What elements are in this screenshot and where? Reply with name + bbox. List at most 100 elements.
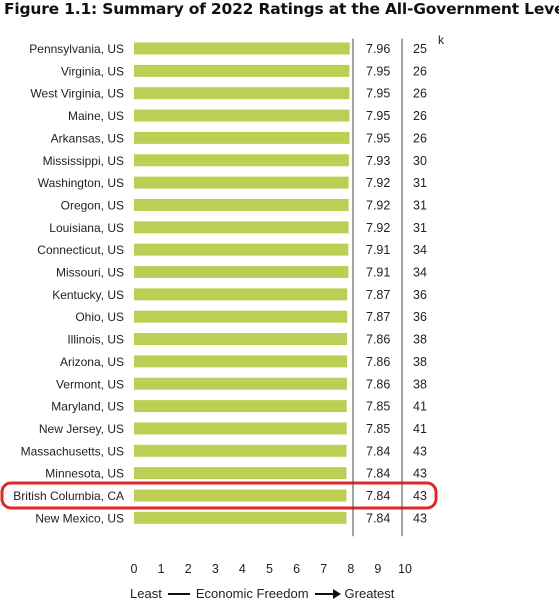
category-label: Arkansas, US	[51, 131, 124, 145]
bar	[134, 198, 349, 211]
rank-label: 26	[413, 109, 427, 123]
value-label: 7.86	[366, 355, 390, 369]
category-label: Connecticut, US	[37, 243, 124, 257]
x-tick-label: 9	[374, 562, 381, 576]
bar	[134, 444, 347, 457]
value-label: 7.95	[366, 109, 390, 123]
value-label: 7.84	[366, 511, 390, 525]
rank-label: 34	[413, 243, 427, 257]
category-label: Maine, US	[68, 109, 124, 123]
category-label: Missouri, US	[56, 266, 124, 280]
bar	[134, 221, 349, 234]
category-label: Massachusetts, US	[21, 444, 124, 458]
bar	[134, 109, 350, 122]
rank-label: 43	[413, 467, 427, 481]
category-label: Minnesota, US	[45, 467, 124, 481]
axis-caption: Least Economic Freedom Greatest	[130, 586, 394, 601]
bar	[134, 377, 348, 390]
rank-label: 34	[413, 266, 427, 280]
rank-label: 38	[413, 333, 427, 347]
rank-label: 30	[413, 154, 427, 168]
highlight-outline	[0, 481, 438, 510]
x-tick-label: 6	[293, 562, 300, 576]
value-label: 7.95	[366, 64, 390, 78]
rank-label: 43	[413, 511, 427, 525]
rank-label: 31	[413, 198, 427, 212]
rank-label: 43	[413, 444, 427, 458]
x-tick-label: 7	[320, 562, 327, 576]
value-label: 7.92	[366, 198, 390, 212]
category-label: New Jersey, US	[39, 422, 124, 436]
x-tick-label: 2	[185, 562, 192, 576]
bar	[134, 154, 349, 167]
bar	[134, 511, 347, 524]
value-label: 7.87	[366, 288, 390, 302]
bar	[134, 310, 348, 323]
bar	[134, 243, 349, 256]
value-label: 7.84	[366, 489, 390, 503]
rank-label: 25	[413, 42, 427, 56]
category-label: British Columbia, CA	[13, 489, 124, 503]
bar	[134, 266, 349, 278]
value-label: 7.86	[366, 377, 390, 391]
bar	[134, 42, 350, 55]
rank-label: 41	[413, 400, 427, 414]
rank-label: 38	[413, 377, 427, 391]
rank-label: 31	[413, 221, 427, 235]
rank-label: 43	[413, 489, 427, 503]
category-label: New Mexico, US	[35, 511, 124, 525]
bar	[134, 422, 347, 435]
value-label: 7.92	[366, 221, 390, 235]
x-tick-label: 1	[158, 562, 165, 576]
category-label: Kentucky, US	[52, 288, 124, 302]
bar	[134, 489, 347, 502]
category-label: Arizona, US	[60, 355, 124, 369]
rank-label: 31	[413, 176, 427, 190]
bar	[134, 176, 349, 189]
bar	[134, 87, 350, 100]
value-label: 7.85	[366, 400, 390, 414]
category-label: Pennsylvania, US	[29, 42, 124, 56]
value-label: 7.95	[366, 87, 390, 101]
x-tick-label: 10	[398, 562, 412, 576]
x-tick-label: 4	[239, 562, 246, 576]
rank-label: 26	[413, 64, 427, 78]
value-label: 7.87	[366, 310, 390, 324]
category-label: Oregon, US	[61, 198, 124, 212]
category-label: Mississippi, US	[43, 154, 124, 168]
right-arrow-icon	[314, 588, 341, 599]
rank-label: 26	[413, 87, 427, 101]
value-label: 7.93	[366, 154, 390, 168]
x-tick-label: 0	[131, 562, 138, 576]
x-tick-label: 3	[212, 562, 219, 576]
category-label: West Virginia, US	[30, 87, 124, 101]
value-label: 7.86	[366, 333, 390, 347]
caption-line	[167, 592, 190, 595]
value-label: 7.95	[366, 131, 390, 145]
axis-caption-greatest: Greatest	[344, 586, 395, 601]
category-label: Maryland, US	[51, 400, 124, 414]
x-tick-label: 8	[347, 562, 354, 576]
bar	[134, 467, 347, 480]
rank-label: 36	[413, 310, 427, 324]
value-label: 7.85	[366, 422, 390, 436]
category-label: Illinois, US	[67, 333, 124, 347]
axis-caption-middle: Economic Freedom	[195, 586, 309, 601]
value-label: 7.96	[366, 42, 390, 56]
axis-caption-least: Least	[130, 586, 162, 601]
value-label: 7.84	[366, 467, 390, 481]
category-label: Virginia, US	[61, 64, 124, 78]
value-label: 7.91	[366, 243, 390, 257]
x-tick-label: 5	[266, 562, 273, 576]
value-label: 7.92	[366, 176, 390, 190]
rank-column-header: k	[438, 33, 444, 47]
rank-label: 36	[413, 288, 427, 302]
value-label: 7.84	[366, 444, 390, 458]
bar	[134, 131, 350, 144]
rank-label: 41	[413, 422, 427, 436]
rank-label: 38	[413, 355, 427, 369]
bar	[134, 333, 348, 346]
bar	[134, 400, 347, 413]
category-label: Ohio, US	[75, 310, 124, 324]
